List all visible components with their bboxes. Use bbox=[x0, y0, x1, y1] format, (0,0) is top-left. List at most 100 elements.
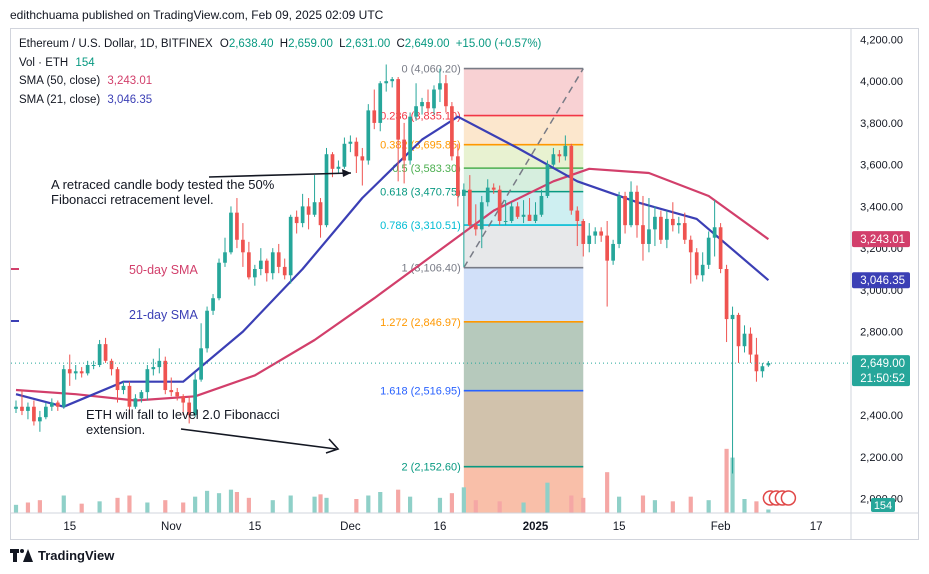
arrow-line bbox=[208, 172, 352, 178]
fib-level-label: 0 (4,060.20) bbox=[402, 64, 461, 76]
open-label: O bbox=[219, 38, 229, 50]
candle-body bbox=[241, 239, 245, 253]
candle-body bbox=[205, 310, 209, 349]
fib-zone bbox=[463, 390, 584, 467]
candle-body bbox=[330, 154, 335, 169]
candle-body bbox=[641, 225, 645, 244]
y-tick-label: 2,200.00 bbox=[860, 452, 903, 464]
candle-body bbox=[479, 202, 484, 230]
candle-body bbox=[139, 392, 144, 399]
candle-body bbox=[730, 314, 735, 320]
chart-legend: Ethereum / U.S. Dollar, 1D, BITFINEX O2,… bbox=[19, 35, 541, 109]
volume-label: Vol · ETH bbox=[19, 56, 69, 69]
candle-body bbox=[32, 406, 36, 422]
candle-body bbox=[193, 379, 197, 416]
volume-bar bbox=[473, 500, 478, 513]
volume-bar bbox=[437, 497, 443, 513]
volume-bar bbox=[396, 489, 401, 513]
volume-bar bbox=[730, 457, 735, 513]
candle-body bbox=[235, 212, 239, 240]
candle-body bbox=[497, 189, 502, 221]
candle-body bbox=[109, 360, 114, 370]
candle-body bbox=[659, 216, 663, 240]
x-tick-label: 15 bbox=[248, 521, 261, 533]
tradingview-footer[interactable]: TradingView bbox=[10, 548, 114, 563]
candle-body bbox=[420, 102, 424, 107]
volume-bar bbox=[216, 493, 222, 513]
volume-bar bbox=[324, 497, 329, 513]
sma21-row[interactable]: SMA (21, close) 3,046.35 bbox=[19, 91, 541, 110]
candle-body bbox=[181, 396, 186, 403]
candle-body bbox=[509, 206, 514, 221]
event-icon bbox=[780, 490, 797, 506]
x-tick-label: 2025 bbox=[523, 521, 549, 533]
volume-bar bbox=[408, 496, 413, 513]
sma50-price-tag: 3,243.01 bbox=[860, 234, 905, 246]
candle-body bbox=[163, 360, 168, 391]
x-tick-label: Feb bbox=[711, 521, 731, 533]
candle-body bbox=[503, 221, 508, 222]
candle-body bbox=[306, 206, 311, 215]
candle-body bbox=[300, 206, 305, 224]
sma21-value: 3,046.35 bbox=[107, 93, 153, 106]
candle-body bbox=[354, 141, 359, 157]
candle-body bbox=[288, 216, 293, 276]
volume-bar bbox=[97, 501, 102, 513]
candle-body bbox=[38, 417, 42, 422]
candle-body bbox=[67, 369, 72, 374]
volume-bar bbox=[742, 499, 747, 513]
symbol-title[interactable]: Ethereum / U.S. Dollar, 1D, BITFINEX bbox=[19, 38, 213, 50]
candle-body bbox=[742, 333, 747, 347]
fib-zone bbox=[463, 321, 584, 391]
x-tick-label: Dec bbox=[340, 521, 361, 533]
volume-bar bbox=[234, 492, 240, 513]
sma50-price-tag-bg bbox=[852, 231, 910, 248]
last-price-tag-bg bbox=[852, 355, 910, 387]
candle-body bbox=[151, 367, 156, 370]
volume-bar bbox=[312, 496, 317, 513]
volume-bar bbox=[617, 496, 622, 513]
fib-level-label: 1 (3,106.40) bbox=[402, 263, 461, 275]
candle-body bbox=[342, 143, 347, 167]
candle-body bbox=[258, 260, 263, 269]
moving-averages bbox=[15, 115, 770, 408]
volume-bar bbox=[378, 492, 383, 513]
volume-bars bbox=[13, 448, 771, 513]
volume-bar bbox=[461, 487, 466, 513]
price-tags: 3,243.01 3,046.35 2,649.00 21:50:52 154 bbox=[762, 231, 910, 512]
candle-body bbox=[294, 216, 299, 224]
candle-body bbox=[760, 366, 765, 372]
candles bbox=[11, 64, 851, 474]
arrow-line bbox=[180, 428, 337, 450]
volume-bar bbox=[193, 496, 198, 513]
candle-body bbox=[348, 141, 353, 144]
low-label: L bbox=[339, 38, 346, 50]
volume-row[interactable]: Vol · ETH 154 bbox=[19, 54, 541, 73]
candle-body bbox=[635, 191, 639, 226]
arrow-head-icon bbox=[342, 169, 351, 177]
candle-body bbox=[515, 206, 520, 217]
volume-bar bbox=[766, 509, 771, 513]
y-tick-label: 3,600.00 bbox=[860, 160, 903, 172]
volume-bar bbox=[581, 497, 586, 513]
candle-body bbox=[127, 385, 132, 407]
sma50-annotation: 50-day SMA bbox=[129, 263, 198, 277]
sma50-row[interactable]: SMA (50, close) 3,243.01 bbox=[19, 72, 541, 91]
candle-body bbox=[444, 83, 448, 107]
candle-body bbox=[569, 145, 574, 211]
candle-body bbox=[593, 231, 598, 236]
volume-bar bbox=[288, 495, 293, 513]
candle-body bbox=[336, 166, 341, 169]
arrow-head-icon bbox=[325, 438, 340, 454]
price-chart[interactable]: 0 (4,060.20) 0.236 (3,835.10) 0.382 (3,695… bbox=[11, 29, 918, 539]
candle-body bbox=[617, 195, 621, 244]
candle-body bbox=[169, 390, 174, 393]
candle-body bbox=[378, 83, 383, 123]
candle-body bbox=[653, 216, 657, 230]
volume-bar bbox=[228, 489, 234, 513]
candle-body bbox=[157, 360, 162, 368]
candle-body bbox=[366, 110, 371, 161]
x-tick-label: Nov bbox=[161, 521, 182, 533]
candle-body bbox=[682, 223, 687, 240]
candle-body bbox=[599, 231, 604, 236]
